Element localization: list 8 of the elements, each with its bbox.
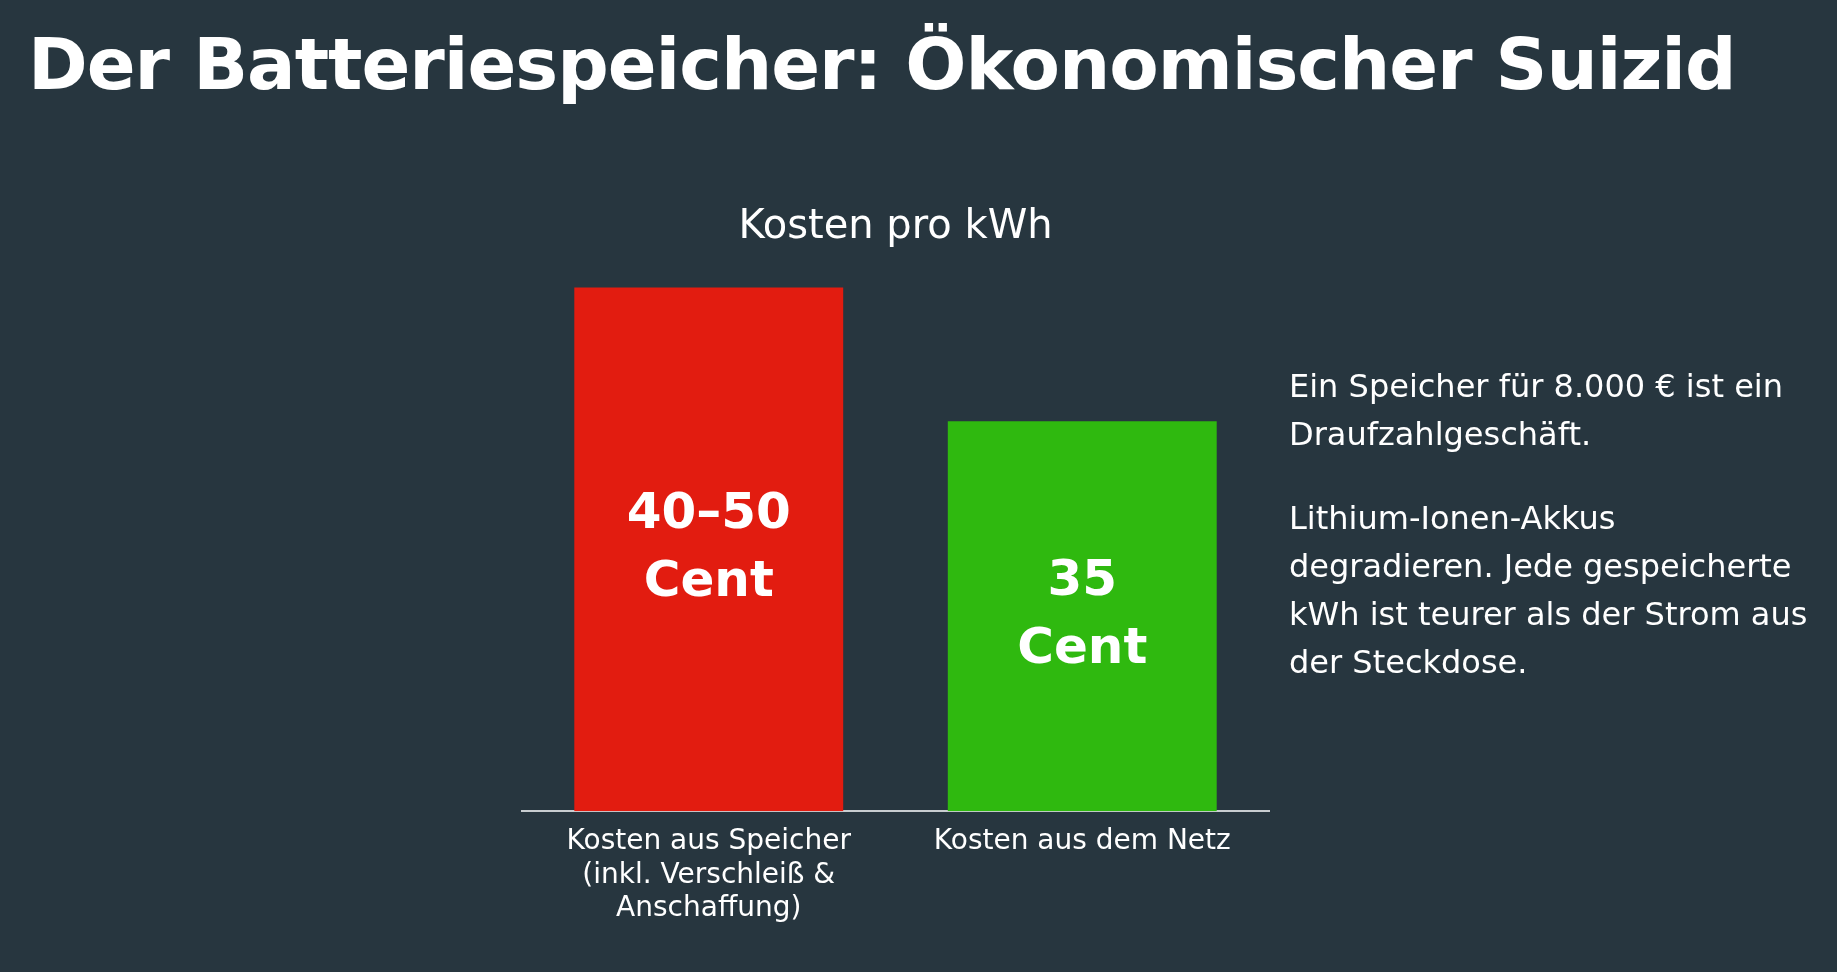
data-label: 40–50 Cent [626, 482, 791, 609]
text: Ein Speicher für 8.000 € ist ein Draufzahlgeschäft. [1289, 366, 1784, 455]
data-label: 35 Cent [1017, 549, 1148, 676]
x-tick-label: Kosten aus dem Netz [933, 823, 1231, 857]
text: Lithium-Ionen-Akkus degradieren. Jede gespeicherte kWh ist teurer als der Strom aus der Steckdose. [1289, 498, 1809, 683]
x-tick-label: Kosten aus Speicher (inkl. Verschleiß & Anschaffung) [566, 823, 852, 924]
chart-subtitle: Kosten pro kWh [738, 201, 1053, 248]
chart-title: Der Batteriespeicher: Ökonomischer Suizid [28, 22, 1736, 106]
